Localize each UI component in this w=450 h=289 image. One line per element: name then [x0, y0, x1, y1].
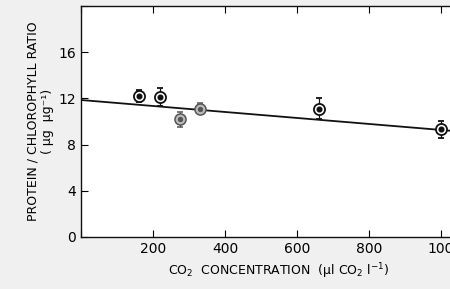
Y-axis label: PROTEIN / CHLOROPHYLL RATIO
( μg  μg⁻¹): PROTEIN / CHLOROPHYLL RATIO ( μg μg⁻¹) [26, 22, 54, 221]
X-axis label: $\mathregular{CO_2}$  CONCENTRATION  ($\mathregular{\mu l\ CO_2\ l^{-1}}$): $\mathregular{CO_2}$ CONCENTRATION ($\ma… [168, 261, 390, 281]
